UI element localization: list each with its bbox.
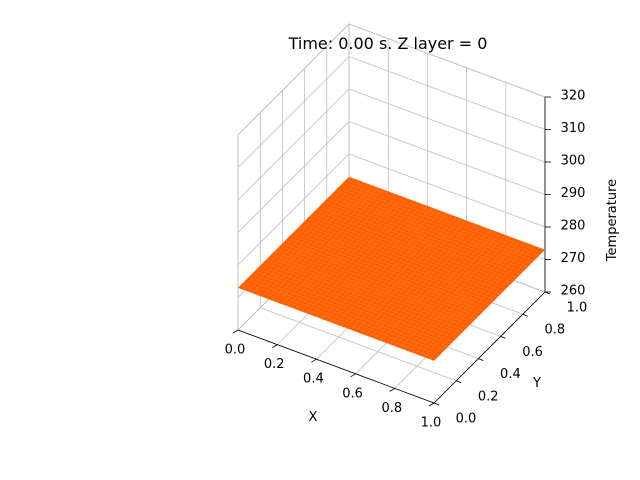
grid-line-z-back [348, 56, 546, 130]
z-tick-label: 300 [561, 154, 586, 169]
y-tick-mark [500, 336, 506, 339]
x-tick-label: 0.4 [303, 372, 324, 387]
surface [237, 176, 546, 361]
z-tick-label: 320 [561, 89, 586, 104]
x-tick-mark [389, 388, 396, 392]
x-tick-label: 0.0 [225, 343, 246, 358]
grid-line-z-left [237, 121, 350, 233]
z-tick-label: 310 [561, 121, 586, 136]
grid-line-y-floor [260, 307, 457, 382]
y-tick-label: 0.8 [544, 323, 565, 338]
x-tick-mark [232, 329, 239, 334]
z-axis-label: Temperature [605, 179, 620, 262]
z-tick-label: 280 [561, 219, 586, 234]
x-tick-mark [428, 402, 435, 407]
grid-line-z-left [237, 88, 350, 201]
x-tick-label: 0.6 [342, 386, 363, 401]
grid-line-z-back [348, 153, 546, 228]
chart-title: Time: 0.00 s. Z layer = 0 [288, 34, 488, 53]
x-tick-mark [311, 358, 317, 363]
y-tick-mark [456, 380, 462, 384]
x-axis-line [237, 329, 435, 404]
y-axis-line [433, 291, 546, 404]
grid-line-z-back [348, 23, 546, 98]
y-tick-label: 0.2 [478, 389, 499, 404]
y-tick-label: 1.0 [567, 301, 588, 316]
x-axis-label: X [309, 410, 318, 425]
y-tick-label: 0.4 [500, 367, 521, 382]
z-tick-label: 270 [561, 251, 586, 266]
x-tick-label: 0.8 [381, 401, 402, 416]
y-tick-mark [522, 313, 528, 317]
x-tick-label: 0.2 [264, 357, 285, 372]
y-tick-mark [478, 358, 484, 361]
surface-patch [537, 247, 546, 253]
x-tick-label: 1.0 [421, 416, 442, 431]
z-tick-label: 290 [561, 186, 586, 201]
grid-line-z-back [348, 88, 546, 163]
y-tick-mark [433, 402, 440, 406]
x-tick-mark [271, 344, 278, 348]
y-tick-label: 0.0 [456, 412, 477, 427]
x-tick-mark [350, 373, 356, 378]
grid-line-z-back [348, 121, 546, 195]
grid-line-z-left [237, 56, 350, 168]
tick-labels: 0.00.20.40.60.81.0 0.00.20.40.60.81.02602… [225, 89, 588, 431]
z-tick-label: 260 [561, 284, 586, 299]
grid-line-z-left [237, 23, 350, 136]
y-tick-label: 0.6 [522, 345, 543, 360]
y-axis-label: Y [532, 376, 541, 391]
grid-line-z-left [237, 153, 350, 266]
